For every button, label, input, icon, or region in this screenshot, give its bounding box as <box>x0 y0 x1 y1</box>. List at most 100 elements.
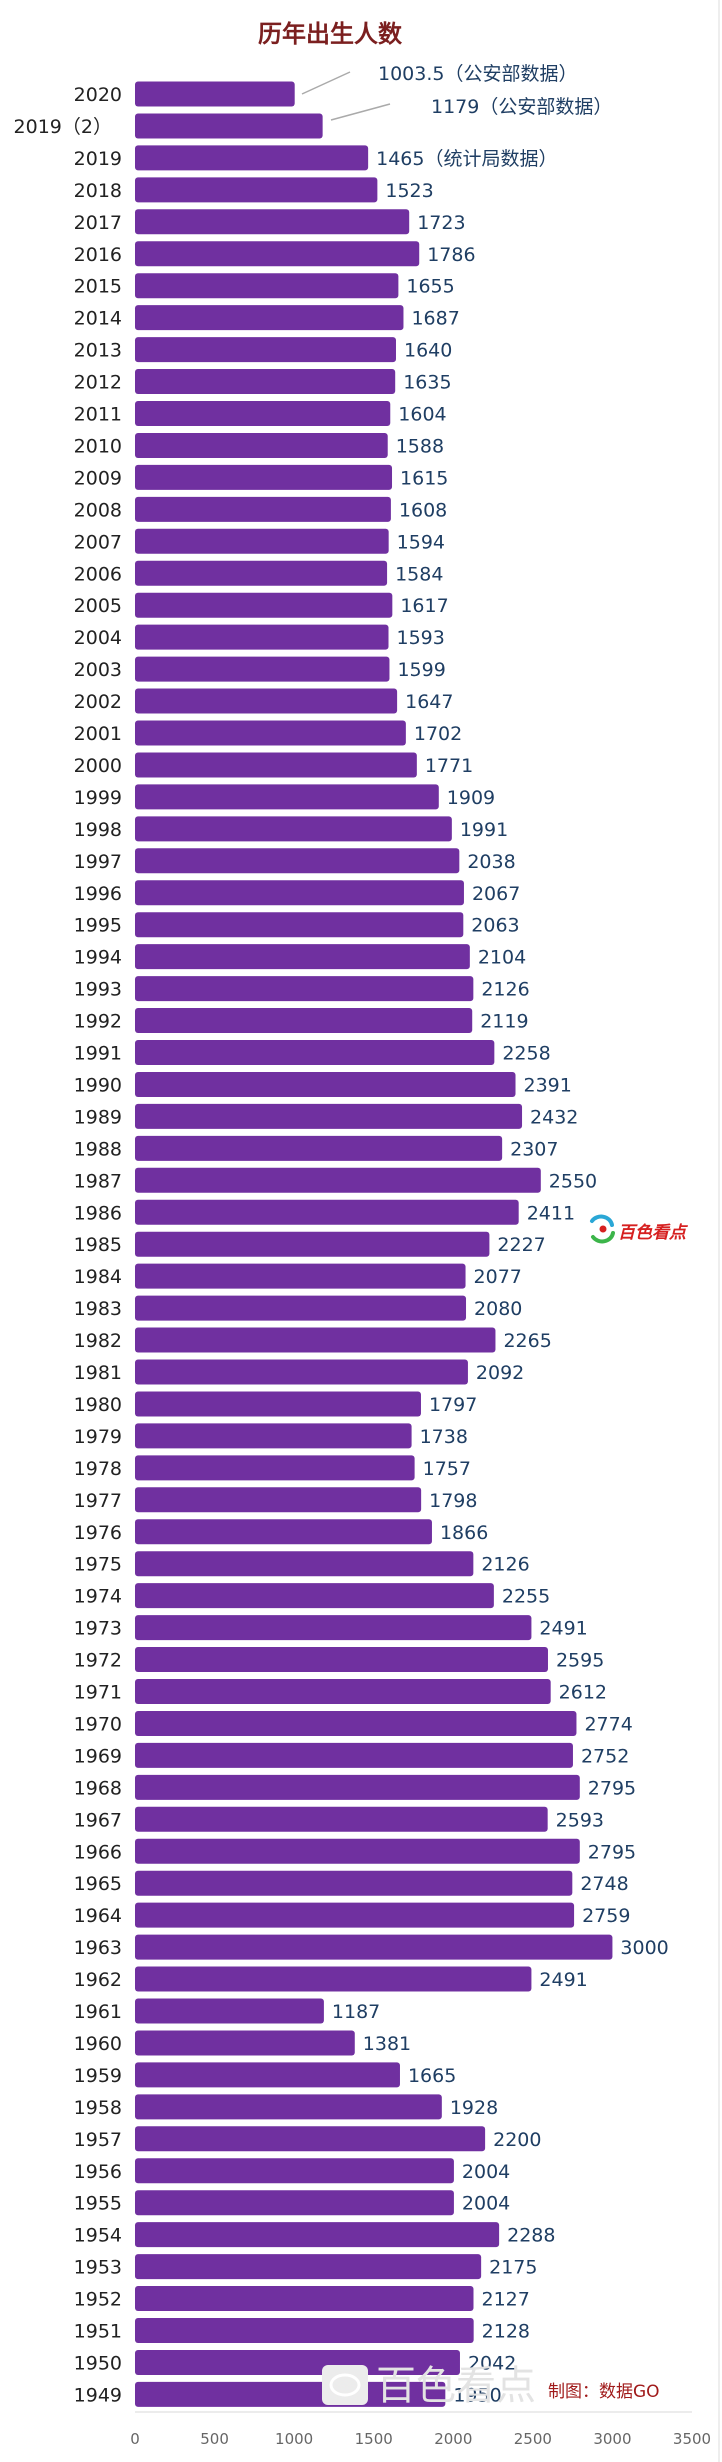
category-label: 1986 <box>74 1202 122 1224</box>
data-labels: 1003.5（公安部数据） 1179（公安部数据） 1465（统计局数据） 1523 1… <box>332 63 669 2406</box>
bar <box>135 1966 532 1992</box>
bar <box>135 1231 490 1257</box>
x-axis-ticks: 0 500 1000 1500 2000 2500 3000 3500 <box>130 2430 711 2448</box>
category-label: 2011 <box>74 404 122 426</box>
data-label: 3000 <box>620 1937 668 1959</box>
category-label: 2005 <box>74 595 122 617</box>
category-label: 1971 <box>74 1682 122 1704</box>
bar <box>135 784 439 810</box>
data-label: 2255 <box>502 1586 550 1608</box>
category-label: 2010 <box>74 435 122 457</box>
category-label: 1952 <box>74 2289 122 2311</box>
x-tick-label: 3500 <box>673 2430 711 2448</box>
bar <box>135 1838 580 1864</box>
category-label: 2002 <box>74 691 122 713</box>
category-label: 1994 <box>74 947 122 969</box>
data-label: 1003.5（公安部数据） <box>378 63 577 85</box>
bar <box>135 720 406 746</box>
bar <box>135 848 460 874</box>
category-label: 1961 <box>74 2001 122 2023</box>
data-label: 1655 <box>406 276 454 298</box>
data-label: 1950 <box>453 2384 501 2406</box>
watermark-text: 百色看点 <box>376 2363 536 2409</box>
category-label: 1962 <box>74 1969 122 1991</box>
category-label: 1982 <box>74 1330 122 1352</box>
data-label: 2067 <box>472 883 520 905</box>
bar <box>135 2318 474 2343</box>
bar <box>135 2286 474 2312</box>
bar <box>135 113 323 139</box>
data-label: 2593 <box>556 1809 604 1831</box>
bar <box>135 1774 580 1800</box>
bar-series <box>135 81 613 2407</box>
category-label: 1989 <box>74 1106 122 1128</box>
bar <box>135 656 390 682</box>
bar <box>135 1583 494 1609</box>
bar <box>135 1167 541 1193</box>
category-label: 1995 <box>74 915 122 937</box>
data-label: 2080 <box>474 1298 522 1320</box>
category-label: 1976 <box>74 1522 122 1544</box>
category-label: 1993 <box>74 979 122 1001</box>
category-label: 1998 <box>74 819 122 841</box>
data-label: 1798 <box>429 1490 477 1512</box>
bar <box>135 1647 548 1673</box>
bar <box>135 1071 516 1097</box>
bar <box>135 81 295 107</box>
category-label: 1949 <box>74 2384 122 2406</box>
data-label: 1381 <box>363 2033 411 2055</box>
category-label: 2016 <box>74 244 122 266</box>
category-label: 1991 <box>74 1043 122 1065</box>
data-label: 1909 <box>447 787 495 809</box>
x-tick-label: 2000 <box>434 2430 472 2448</box>
百色看点-watermark-icon <box>322 2365 368 2405</box>
bar <box>135 1455 415 1481</box>
category-label: 1972 <box>74 1650 122 1672</box>
data-label: 2432 <box>530 1106 578 1128</box>
data-label: 1523 <box>385 180 433 202</box>
data-label: 1866 <box>440 1522 488 1544</box>
category-label: 1950 <box>74 2352 122 2374</box>
bar <box>135 2062 400 2088</box>
category-label: 2015 <box>74 276 122 298</box>
category-label: 1965 <box>74 1873 122 1895</box>
bar <box>135 305 404 331</box>
category-label: 1966 <box>74 1841 122 1863</box>
bar <box>135 2254 482 2280</box>
category-label: 1974 <box>74 1586 122 1608</box>
bar <box>135 1359 468 1385</box>
bar <box>135 880 464 906</box>
category-labels: 2020 2019（2） 2019 2018 2017 2016 2015 2014 2013 2… <box>14 84 122 2406</box>
data-label: 2042 <box>468 2352 516 2374</box>
data-label: 2092 <box>476 1362 524 1384</box>
category-label: 1977 <box>74 1490 122 1512</box>
bar <box>135 1199 519 1225</box>
category-label: 1955 <box>74 2193 122 2215</box>
data-label: 1608 <box>399 499 447 521</box>
bar <box>135 1008 473 1034</box>
bar <box>135 1327 496 1353</box>
bar <box>135 1487 422 1513</box>
category-label: 1967 <box>74 1809 122 1831</box>
category-label: 1980 <box>74 1394 122 1416</box>
category-label: 1968 <box>74 1777 122 1799</box>
bar <box>135 2126 486 2152</box>
category-label: 1973 <box>74 1618 122 1640</box>
data-label: 1640 <box>404 340 452 362</box>
data-label: 2128 <box>482 2321 530 2343</box>
x-tick-label: 1500 <box>355 2430 393 2448</box>
data-label: 2307 <box>510 1138 558 1160</box>
category-label: 1997 <box>74 851 122 873</box>
category-label: 2007 <box>74 531 122 553</box>
category-label: 1957 <box>74 2129 122 2151</box>
annotation-lines <box>301 71 391 121</box>
bar <box>135 2158 454 2184</box>
data-label: 1702 <box>414 723 462 745</box>
category-label: 2012 <box>74 372 122 394</box>
data-label: 2795 <box>588 1777 636 1799</box>
data-label: 1991 <box>460 819 508 841</box>
category-label: 1969 <box>74 1745 122 1767</box>
data-label: 2119 <box>480 1011 528 1033</box>
category-label: 2003 <box>74 659 122 681</box>
